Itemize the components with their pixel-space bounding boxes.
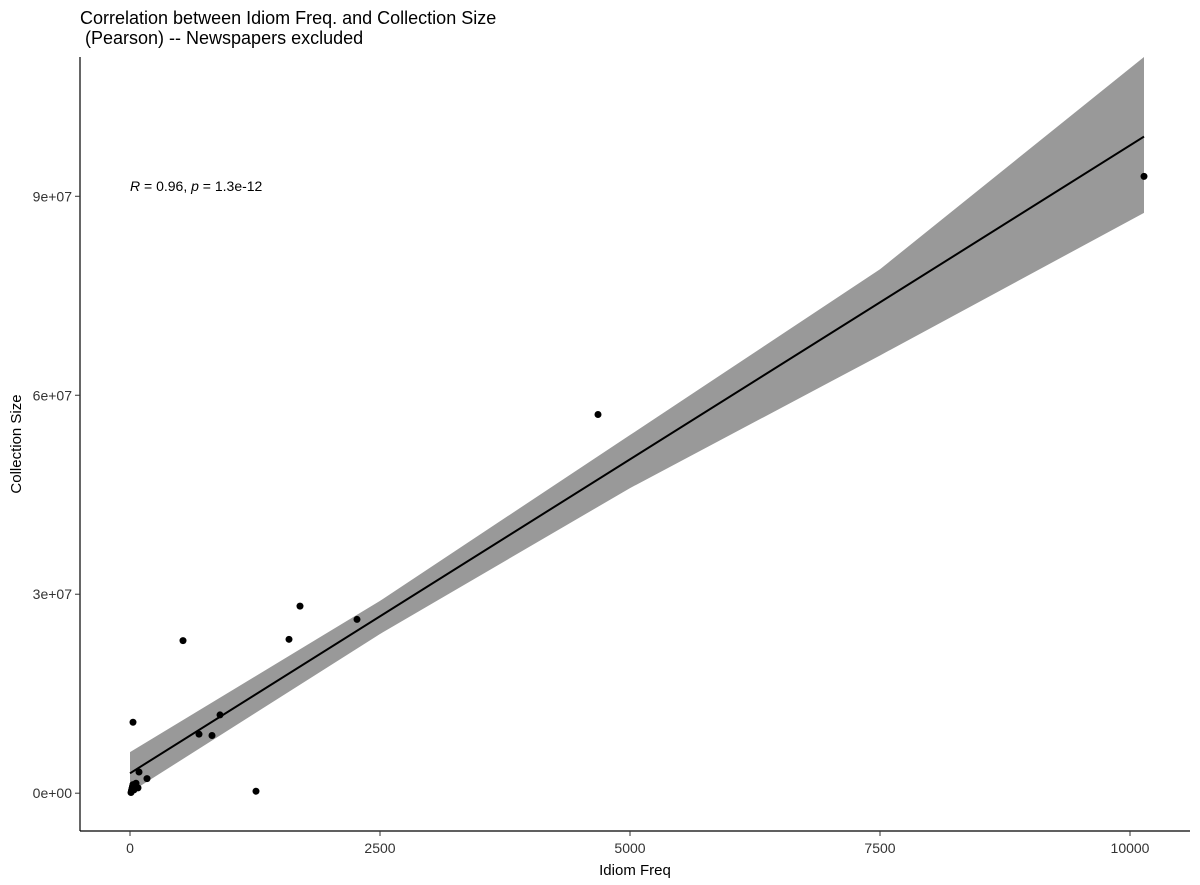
- p-symbol: p: [190, 178, 199, 194]
- p-value: = 1.3e-12: [199, 178, 263, 194]
- r-symbol: R: [130, 178, 140, 194]
- x-tick-label: 2500: [364, 840, 395, 856]
- data-point-16: [252, 787, 260, 795]
- regression-line: [129, 135, 1145, 775]
- data-point-9: [135, 768, 143, 776]
- data-point-14: [208, 731, 216, 739]
- data-point-19: [353, 615, 361, 623]
- data-point-17: [285, 635, 293, 643]
- data-point-20: [594, 410, 602, 418]
- y-axis-title: Collection Size: [8, 394, 25, 493]
- x-tick-label: 0: [126, 840, 134, 856]
- y-tick-label: 0e+00: [33, 785, 73, 801]
- chart-title: Correlation between Idiom Freq. and Coll…: [80, 8, 497, 48]
- data-point-8: [134, 784, 142, 792]
- data-point-21: [1140, 172, 1148, 180]
- y-tick-label: 9e+07: [33, 188, 73, 204]
- r-value: = 0.96,: [140, 178, 191, 194]
- x-axis-title: Idiom Freq: [599, 862, 671, 879]
- x-tick-label: 7500: [864, 840, 895, 856]
- data-point-11: [129, 718, 137, 726]
- y-tick-label: 3e+07: [33, 586, 73, 602]
- data-point-15: [216, 711, 224, 719]
- y-tick-label: 6e+07: [33, 387, 73, 403]
- data-point-12: [179, 637, 187, 645]
- axes-layer: 0 2500 5000 7500 10000 0e+00 3e+07 6e+07 9e+07: [33, 57, 1190, 856]
- x-tick-label: 10000: [1111, 840, 1150, 856]
- data-point-13: [195, 730, 203, 738]
- data-point-10: [143, 775, 151, 783]
- fit-line-layer: [129, 135, 1145, 775]
- confidence-band-layer: [130, 57, 1144, 793]
- correlation-annotation: R = 0.96, p = 1.3e-12: [130, 178, 263, 194]
- x-tick-label: 5000: [614, 840, 645, 856]
- confidence-band: [130, 57, 1144, 793]
- data-point-18: [296, 602, 304, 610]
- data-points-layer: [127, 172, 1148, 797]
